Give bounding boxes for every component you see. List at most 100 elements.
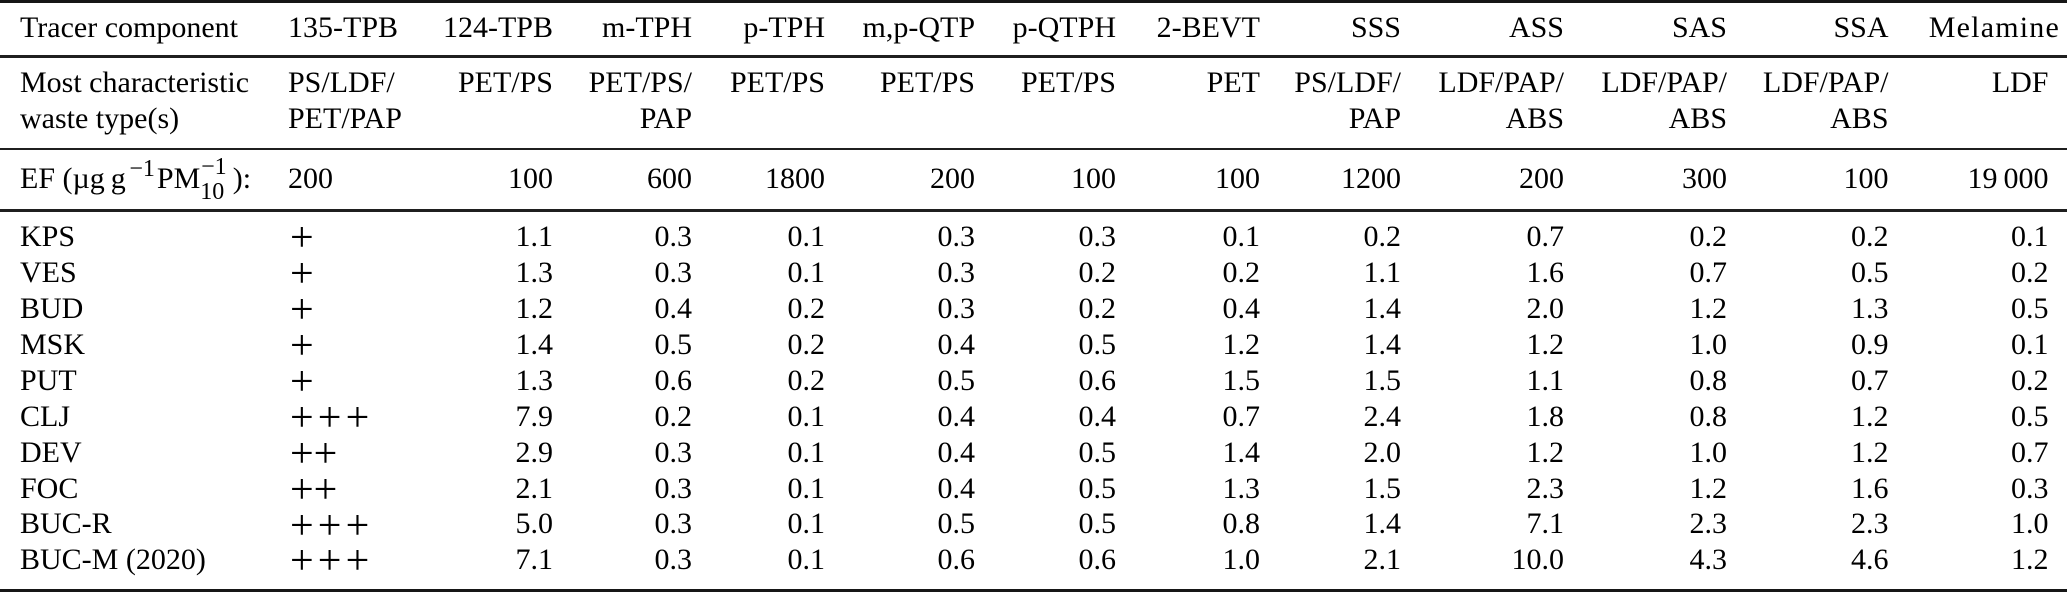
value-cell: 4.6 xyxy=(1851,543,1889,577)
column-header-sas: SAS xyxy=(1671,10,1727,44)
header-row-label: Tracer component xyxy=(20,10,238,44)
table-rule-below-ef xyxy=(0,209,2067,212)
tracer-presence-cell: + xyxy=(290,287,314,334)
waste-cell: LDF/PAP/ xyxy=(1601,65,1727,99)
value-cell: 0.4 xyxy=(937,435,976,469)
column-header-135-tpb: 135-TPB xyxy=(288,10,399,44)
waste-row-label-line2: waste type(s) xyxy=(20,102,180,136)
value-cell: 2.1 xyxy=(1363,543,1402,577)
value-cell: 0.3 xyxy=(654,507,693,541)
value-cell: 0.2 xyxy=(654,399,693,433)
value-cell: 1.3 xyxy=(515,256,554,290)
table-rule-below-header xyxy=(0,55,2067,58)
value-cell: 10.0 xyxy=(1511,543,1565,577)
column-header-ass: ASS xyxy=(1508,10,1564,44)
value-cell: 0.5 xyxy=(1078,471,1117,505)
value-cell: 0.2 xyxy=(1851,220,1889,254)
value-cell: 1.6 xyxy=(1851,471,1889,505)
value-cell: 0.4 xyxy=(937,399,976,433)
ef-cell: 200 xyxy=(930,162,975,196)
value-cell: 1.0 xyxy=(1689,327,1728,361)
tracer-presence-cell: + xyxy=(290,251,314,298)
value-cell: 0.2 xyxy=(787,292,826,326)
value-cell: 1.4 xyxy=(1363,507,1402,541)
tracer-presence-cell: + xyxy=(290,359,314,406)
value-cell: 0.3 xyxy=(654,435,693,469)
ef-label-suffix: ): xyxy=(232,162,252,196)
value-cell: 0.8 xyxy=(1222,507,1261,541)
row-label-bud: BUD xyxy=(20,292,84,326)
ef-cell: 1800 xyxy=(765,162,825,196)
value-cell: 0.5 xyxy=(654,327,693,361)
ef-cell: 600 xyxy=(647,162,692,196)
value-cell: 1.2 xyxy=(2011,543,2049,577)
row-label-kps: KPS xyxy=(20,220,76,254)
value-cell: 1.4 xyxy=(515,327,554,361)
ef-cell: 100 xyxy=(1071,162,1116,196)
table-rule-below-waste xyxy=(0,147,2067,151)
value-cell: 0.3 xyxy=(654,543,693,577)
value-cell: 0.6 xyxy=(654,363,693,397)
value-cell: 2.3 xyxy=(1851,507,1889,541)
value-cell: 0.2 xyxy=(787,327,826,361)
tracer-presence-cell: ++ xyxy=(290,466,338,513)
ef-cell: 19 000 xyxy=(1967,162,2049,196)
value-cell: 2.3 xyxy=(1689,507,1728,541)
ef-label-prefix: EF (µg g xyxy=(20,162,126,196)
value-cell: 0.2 xyxy=(2011,363,2049,397)
tracer-presence-cell: +++ xyxy=(290,538,374,585)
waste-row-label-line1: Most characteristic xyxy=(20,65,250,99)
value-cell: 0.4 xyxy=(937,471,976,505)
value-cell: 0.2 xyxy=(1689,220,1728,254)
value-cell: 0.4 xyxy=(937,327,976,361)
value-cell: 0.5 xyxy=(1078,435,1117,469)
value-cell: 0.2 xyxy=(2011,256,2049,290)
row-label-ves: VES xyxy=(20,256,77,290)
value-cell: 1.0 xyxy=(1222,543,1261,577)
value-cell: 1.4 xyxy=(1363,327,1402,361)
value-cell: 0.5 xyxy=(937,507,976,541)
ef-label-stack-superscript: −1 xyxy=(201,153,227,180)
value-cell: 1.2 xyxy=(1526,327,1565,361)
value-cell: 4.3 xyxy=(1689,543,1728,577)
value-cell: 0.3 xyxy=(654,220,693,254)
waste-cell: PET/PS xyxy=(729,65,825,99)
value-cell: 0.3 xyxy=(937,220,976,254)
table-rule-top xyxy=(0,0,2067,3)
value-cell: 0.2 xyxy=(787,363,826,397)
value-cell: 0.1 xyxy=(787,507,826,541)
waste-cell: PET/PS xyxy=(1020,65,1116,99)
value-cell: 0.1 xyxy=(787,435,826,469)
value-cell: 0.7 xyxy=(2011,435,2049,469)
ef-cell: 300 xyxy=(1682,162,1727,196)
ef-label-mid: PM xyxy=(156,162,201,196)
value-cell: 0.3 xyxy=(1078,220,1117,254)
value-cell: 1.2 xyxy=(515,292,554,326)
value-cell: 0.7 xyxy=(1851,363,1889,397)
value-cell: 1.3 xyxy=(1222,471,1261,505)
value-cell: 0.1 xyxy=(787,543,826,577)
value-cell: 0.3 xyxy=(654,471,693,505)
tracer-presence-cell: +++ xyxy=(290,502,374,549)
ef-cell: 100 xyxy=(1843,162,1889,196)
column-header-p-tph: p-TPH xyxy=(743,10,825,44)
value-cell: 0.1 xyxy=(787,399,826,433)
value-cell: 0.3 xyxy=(654,256,693,290)
column-header-ssa: SSA xyxy=(1833,10,1889,44)
value-cell: 2.9 xyxy=(515,435,554,469)
waste-cell: PET xyxy=(1206,65,1260,99)
value-cell: 5.0 xyxy=(515,507,554,541)
value-cell: 1.0 xyxy=(2011,507,2049,541)
ef-cell: 200 xyxy=(288,162,333,196)
value-cell: 1.2 xyxy=(1851,435,1889,469)
value-cell: 0.3 xyxy=(937,292,976,326)
value-cell: 1.5 xyxy=(1363,363,1402,397)
value-cell: 1.3 xyxy=(1851,292,1889,326)
value-cell: 1.2 xyxy=(1689,292,1728,326)
value-cell: 0.7 xyxy=(1689,256,1728,290)
value-cell: 7.9 xyxy=(515,399,554,433)
value-cell: 1.4 xyxy=(1363,292,1402,326)
value-cell: 0.1 xyxy=(787,471,826,505)
value-cell: 2.0 xyxy=(1526,292,1565,326)
